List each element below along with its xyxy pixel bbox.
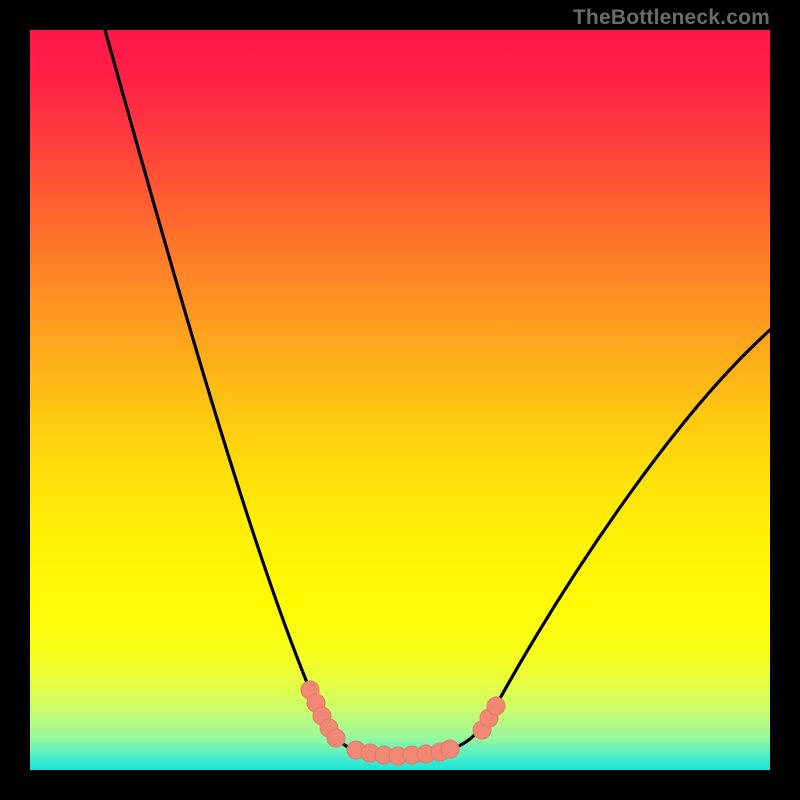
- curve-marker: [487, 697, 505, 715]
- curve-marker: [441, 740, 459, 758]
- curve-marker: [327, 729, 345, 747]
- marker-group: [301, 681, 505, 765]
- bottleneck-curve: [105, 30, 770, 755]
- chart-overlay: [30, 30, 770, 770]
- watermark-text: TheBottleneck.com: [573, 6, 770, 30]
- plot-area: [30, 30, 770, 770]
